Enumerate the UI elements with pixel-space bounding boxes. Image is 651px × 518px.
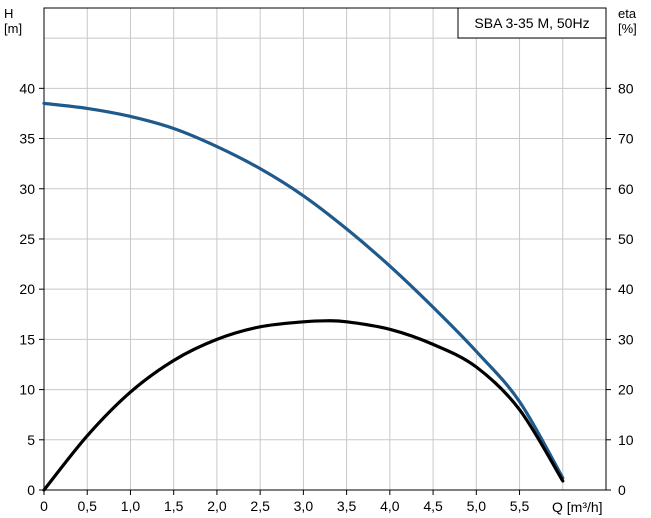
left-axis-unit: [m] [4,21,22,36]
right-axis-label: eta [618,6,637,21]
right-tick-label: 30 [618,331,634,347]
right-tick-label: 70 [618,131,634,147]
x-tick-label: 5,0 [467,498,487,514]
x-tick-label: 5,5 [510,498,530,514]
right-tick-label: 50 [618,231,634,247]
x-tick-label: 4,0 [380,498,400,514]
left-axis-label: H [4,6,13,21]
right-tick-label: 80 [618,80,634,96]
left-tick-label: 0 [27,482,35,498]
right-tick-label: 20 [618,382,634,398]
x-tick-label: 3,0 [294,498,314,514]
grid-lines [44,8,606,490]
x-tick-label: 1,5 [164,498,184,514]
left-tick-label: 15 [19,331,35,347]
x-tick-label: 0,5 [77,498,97,514]
right-tick-label: 10 [618,432,634,448]
left-tick-label: 25 [19,231,35,247]
right-axis-unit: [%] [618,21,637,36]
plot-frame [44,8,606,490]
tick-labels: 0 0,5 1,0 1,5 2,0 2,5 3,0 3,5 4,0 4,5 5,0 5,5 0 5 10 15… [19,80,633,514]
left-tick-label: 35 [19,131,35,147]
chart-title: SBA 3-35 M, 50Hz [474,15,589,31]
x-axis-label: Q [m³/h] [552,499,603,515]
left-tick-label: 20 [19,281,35,297]
left-tick-label: 5 [27,432,35,448]
x-tick-label: 0 [40,498,48,514]
right-tick-label: 40 [618,281,634,297]
right-tick-label: 0 [618,482,626,498]
right-tick-label: 60 [618,181,634,197]
x-tick-label: 1,0 [121,498,141,514]
axis-ticks [39,88,611,495]
x-tick-label: 3,5 [337,498,357,514]
x-tick-label: 4,5 [423,498,443,514]
left-tick-label: 30 [19,181,35,197]
x-tick-label: 2,0 [207,498,227,514]
left-tick-label: 40 [19,80,35,96]
left-tick-label: 10 [19,382,35,398]
x-tick-label: 2,5 [250,498,270,514]
